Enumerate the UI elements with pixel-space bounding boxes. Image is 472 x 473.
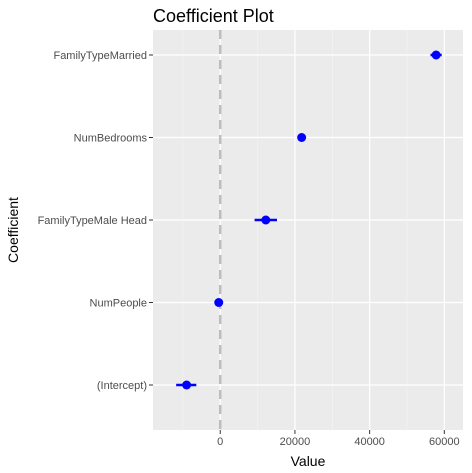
y-tick-label: (Intercept): [97, 380, 147, 392]
y-tick-label: NumPeople: [90, 298, 147, 310]
plot-panel: [153, 30, 463, 430]
chart-title: Coefficient Plot: [153, 6, 274, 26]
x-tick-label: 40000: [354, 436, 385, 448]
x-axis-ticks: 0 20000 40000 60000: [217, 430, 460, 448]
x-axis-title: Value: [291, 453, 326, 469]
y-tick-label: NumBedrooms: [74, 133, 148, 145]
coefficient-points: [182, 50, 441, 390]
coefficient-point: [261, 215, 271, 225]
x-tick-label: 60000: [429, 436, 460, 448]
coefficient-point: [431, 50, 441, 60]
coefficient-point: [297, 133, 307, 142]
y-axis-title: Coefficient: [5, 197, 21, 263]
coefficient-point: [182, 380, 192, 390]
y-tick-label: FamilyTypeMarried: [53, 50, 147, 62]
y-tick-label: FamilyTypeMale Head: [38, 215, 147, 227]
coefficient-point: [214, 298, 224, 307]
x-tick-label: 0: [217, 436, 223, 448]
x-tick-label: 20000: [280, 436, 311, 448]
y-axis-ticks: (Intercept) NumPeople FamilyTypeMale Head N…: [38, 50, 153, 392]
